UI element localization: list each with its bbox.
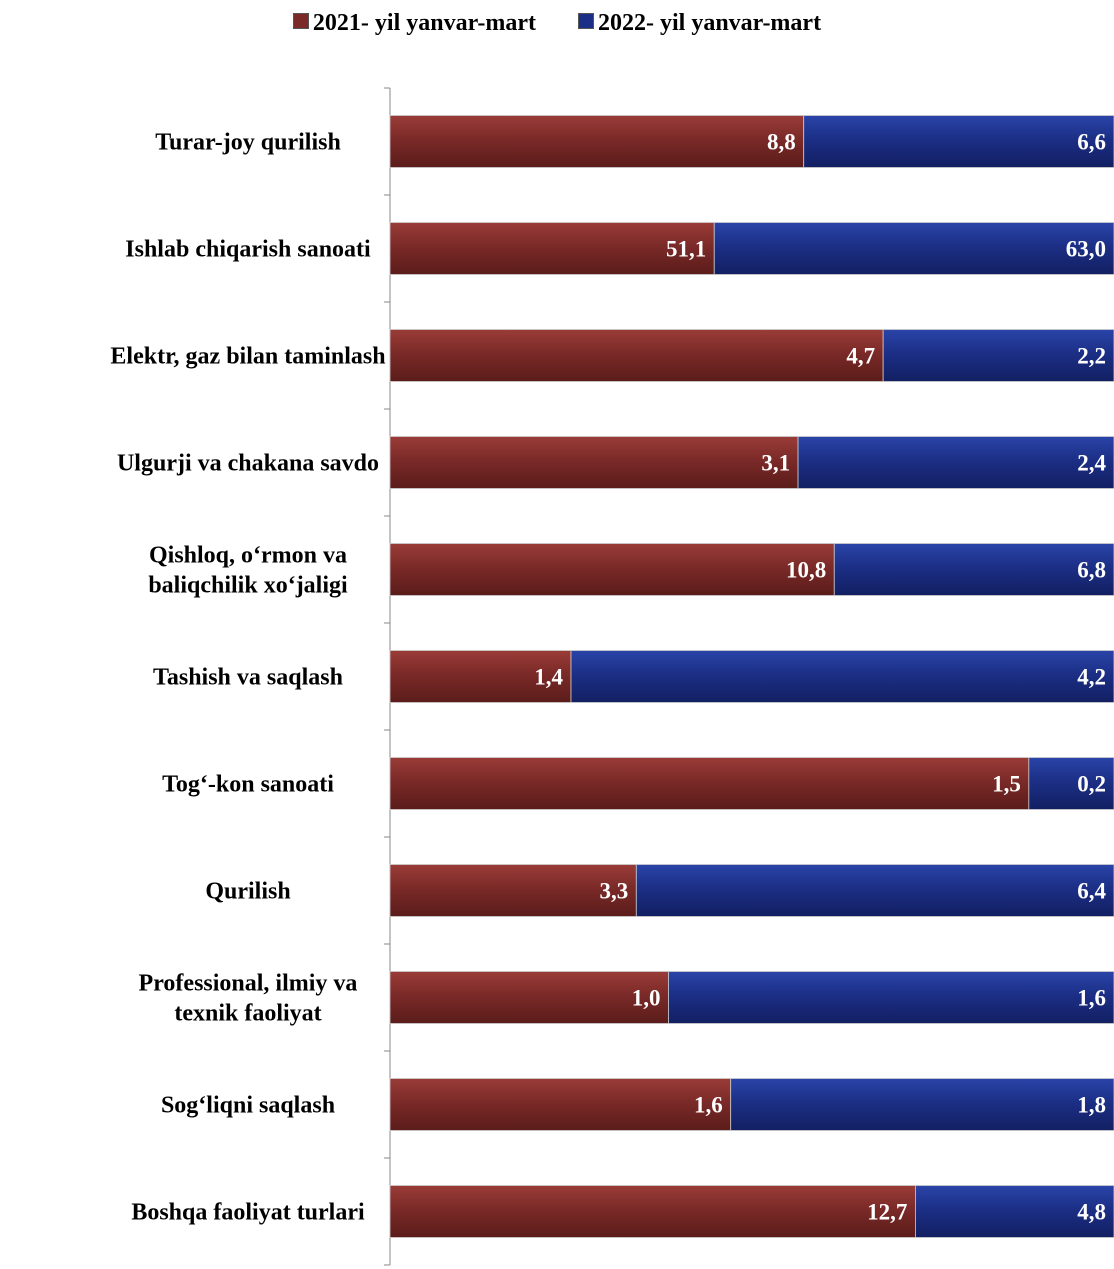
bar-segment-2022	[803, 115, 1114, 168]
data-label-2022: 0,2	[1077, 772, 1106, 797]
bar-segment-2021	[389, 650, 572, 703]
data-label-2022: 4,2	[1077, 665, 1106, 690]
data-label-2021: 51,1	[666, 237, 706, 262]
data-label-2022: 4,8	[1077, 1200, 1106, 1225]
bar-segment-2022	[915, 1185, 1114, 1238]
bar-segment-2022	[1028, 757, 1114, 810]
bar-segment-2021	[389, 971, 669, 1024]
data-label-2022: 2,4	[1077, 451, 1106, 476]
data-label-2021: 1,6	[694, 1093, 723, 1118]
bar-segment-2021	[389, 757, 1030, 810]
category-label: texnik faoliyat	[174, 1001, 321, 1027]
category-label: Boshqa faoliyat turlari	[131, 1200, 365, 1226]
data-label-2021: 12,7	[867, 1200, 907, 1225]
legend-swatch-2022	[578, 13, 594, 29]
data-label-2021: 4,7	[846, 344, 875, 369]
bar-segment-2021	[389, 1078, 732, 1131]
category-label: Professional, ilmiy va	[139, 971, 358, 997]
category-label: Qishloq, o‘rmon va	[149, 543, 347, 569]
category-label: Qurilish	[205, 879, 290, 905]
bar-segment-2021	[389, 222, 715, 275]
data-label-2021: 1,4	[534, 665, 563, 690]
bar-segment-2021	[389, 436, 799, 489]
data-label-2021: 3,1	[761, 451, 790, 476]
bar-segment-2022	[570, 650, 1114, 703]
legend-label-2022: 2022- yil yanvar-mart	[598, 10, 822, 36]
category-label: baliqchilik xo‘jaligi	[148, 573, 348, 599]
legend-item-2021: 2021- yil yanvar-mart	[292, 10, 536, 37]
bar-segment-2022	[668, 971, 1114, 1024]
chart-legend: 2021- yil yanvar-mart 2022- yil yanvar-m…	[0, 10, 1114, 37]
bar-segment-2022	[713, 222, 1114, 275]
data-label-2022: 6,8	[1077, 558, 1106, 583]
data-label-2021: 10,8	[786, 558, 826, 583]
data-label-2022: 1,6	[1077, 986, 1106, 1011]
category-label: Turar-joy qurilish	[155, 130, 341, 156]
data-label-2021: 1,5	[992, 772, 1021, 797]
bar-segment-2021	[389, 1185, 916, 1238]
category-label: Sog‘liqni saqlash	[161, 1093, 335, 1119]
bar-segment-2021	[389, 543, 835, 596]
legend-item-2022: 2022- yil yanvar-mart	[578, 10, 821, 37]
category-label: Tog‘-kon sanoati	[162, 772, 334, 798]
legend-swatch-2021	[292, 13, 309, 29]
category-label: Ishlab chiqarish sanoati	[125, 237, 371, 263]
bar-segment-2022	[635, 864, 1114, 917]
data-label-2022: 63,0	[1066, 237, 1106, 262]
bar-segment-2022	[833, 543, 1114, 596]
bar-segment-2022	[882, 329, 1114, 382]
data-label-2022: 1,8	[1077, 1093, 1106, 1118]
category-label: Ulgurji va chakana savdo	[117, 451, 379, 477]
category-label: Tashish va saqlash	[153, 665, 343, 691]
category-label: Elektr, gaz bilan taminlash	[110, 344, 385, 370]
bar-segment-2021	[389, 329, 884, 382]
data-label-2021: 8,8	[767, 130, 796, 155]
data-label-2022: 6,6	[1077, 130, 1106, 155]
bar-segment-2021	[389, 864, 637, 917]
bar-segment-2021	[389, 115, 805, 168]
bar-segment-2022	[730, 1078, 1114, 1131]
data-label-2022: 2,2	[1077, 344, 1106, 369]
legend-label-2021: 2021- yil yanvar-mart	[312, 10, 536, 36]
data-label-2022: 6,4	[1077, 879, 1106, 904]
data-label-2021: 3,3	[600, 879, 629, 904]
bar-segment-2022	[797, 436, 1114, 489]
data-label-2021: 1,0	[632, 986, 661, 1011]
